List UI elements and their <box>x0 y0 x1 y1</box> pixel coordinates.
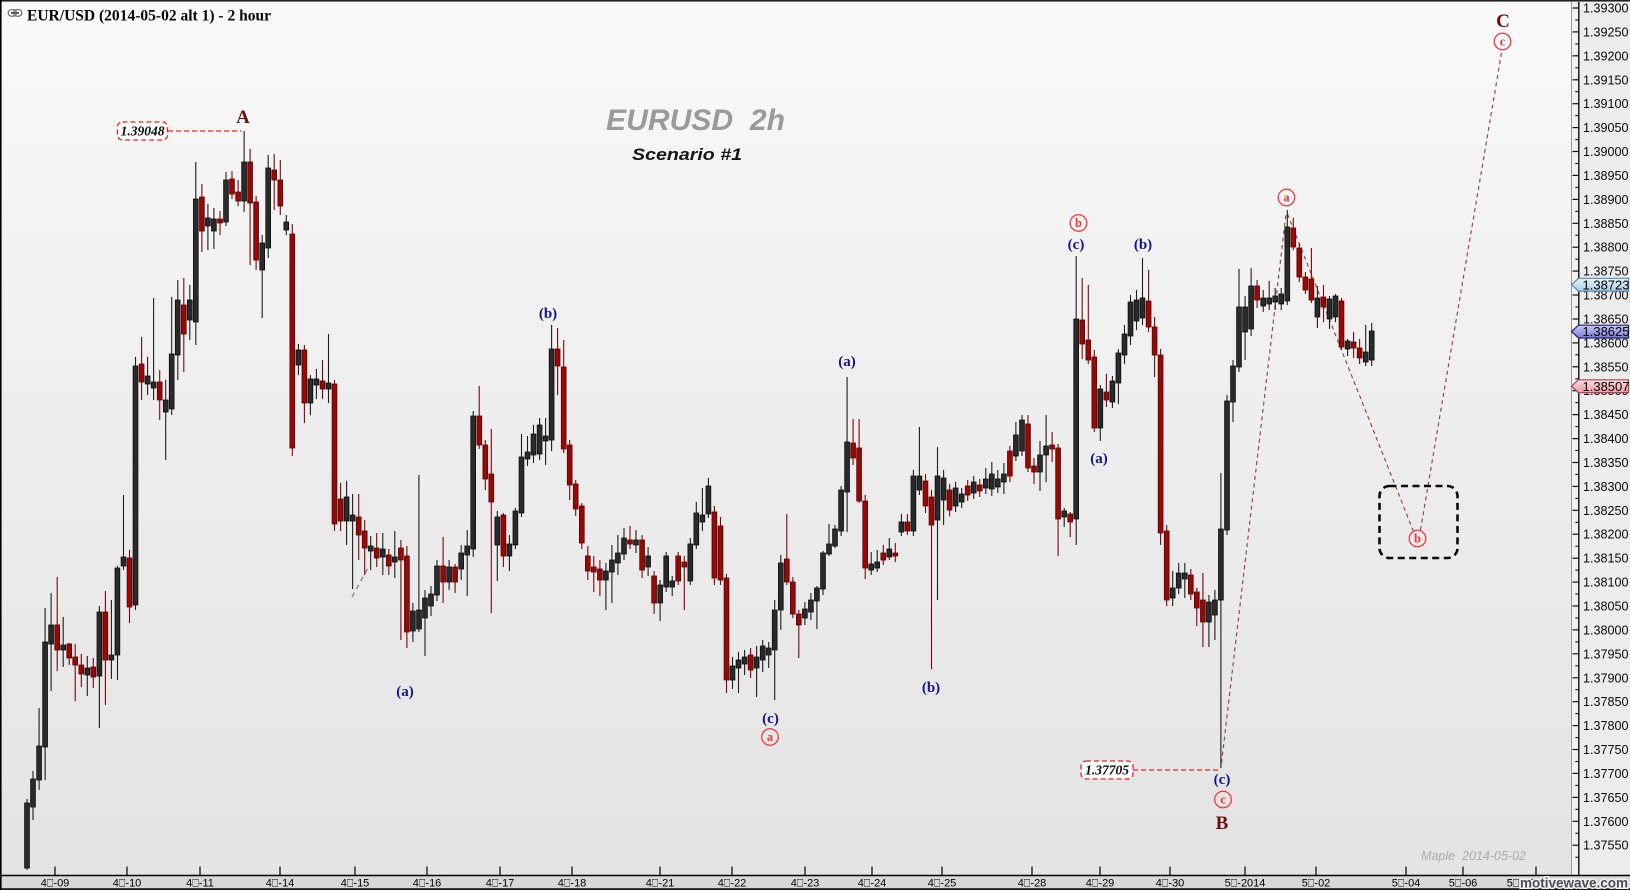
svg-text:5⎕-06: 5⎕-06 <box>1449 878 1478 890</box>
svg-text:c: c <box>1500 35 1506 49</box>
svg-text:1.39048: 1.39048 <box>121 124 165 139</box>
svg-text:4⎕-25: 4⎕-25 <box>928 878 957 890</box>
svg-text:1.38600: 1.38600 <box>1583 336 1629 350</box>
svg-text:1.38700: 1.38700 <box>1583 289 1629 303</box>
svg-text:1.37850: 1.37850 <box>1583 695 1629 709</box>
svg-text:4⎕-30: 4⎕-30 <box>1156 878 1185 890</box>
svg-text:1.38350: 1.38350 <box>1583 456 1629 470</box>
svg-text:(b): (b) <box>1134 237 1152 253</box>
svg-text:(c): (c) <box>762 711 779 727</box>
svg-text:(a): (a) <box>838 354 856 370</box>
svg-text:1.38625: 1.38625 <box>1583 324 1630 339</box>
svg-text:c: c <box>1220 793 1226 807</box>
svg-text:1.38250: 1.38250 <box>1583 504 1629 518</box>
svg-text:1.38300: 1.38300 <box>1583 480 1629 494</box>
svg-text:1.37550: 1.37550 <box>1583 839 1629 853</box>
svg-text:1.38550: 1.38550 <box>1583 360 1629 374</box>
svg-text:1.37750: 1.37750 <box>1583 743 1629 757</box>
svg-text:1.37700: 1.37700 <box>1583 767 1629 781</box>
svg-text:5⎕-08: 5⎕-08 <box>1507 878 1536 890</box>
svg-text:1.38900: 1.38900 <box>1583 193 1629 207</box>
svg-text:(b): (b) <box>922 680 940 696</box>
svg-text:1.37900: 1.37900 <box>1583 671 1629 685</box>
svg-text:1.38950: 1.38950 <box>1583 169 1629 183</box>
svg-text:4⎕-15: 4⎕-15 <box>341 878 370 890</box>
svg-text:(a): (a) <box>1090 451 1108 467</box>
svg-text:5⎕-2014: 5⎕-2014 <box>1225 878 1266 890</box>
svg-text:1.39100: 1.39100 <box>1583 97 1629 111</box>
svg-text:4⎕-10: 4⎕-10 <box>113 878 142 890</box>
svg-text:motivewave.com: motivewave.com <box>1520 876 1628 890</box>
svg-text:1.37800: 1.37800 <box>1583 719 1629 733</box>
svg-text:1.38200: 1.38200 <box>1583 528 1629 542</box>
svg-text:1.39250: 1.39250 <box>1583 25 1629 39</box>
svg-text:(c): (c) <box>1068 237 1085 253</box>
svg-text:5⎕-02: 5⎕-02 <box>1302 878 1331 890</box>
svg-text:5⎕-04: 5⎕-04 <box>1392 878 1421 890</box>
svg-text:1.37705: 1.37705 <box>1085 763 1129 778</box>
svg-text:1.38650: 1.38650 <box>1583 313 1629 327</box>
svg-text:b: b <box>1414 532 1421 546</box>
svg-text:1.39200: 1.39200 <box>1583 49 1629 63</box>
svg-text:EURUSD 2h: EURUSD 2h <box>606 104 785 137</box>
svg-text:4⎕-22: 4⎕-22 <box>718 878 747 890</box>
svg-text:1.39000: 1.39000 <box>1583 145 1629 159</box>
svg-text:b: b <box>1075 216 1082 230</box>
svg-text:a: a <box>1283 191 1290 205</box>
svg-text:1.38150: 1.38150 <box>1583 552 1629 566</box>
svg-text:EUR/USD (2014-05-02 alt 1) - 2: EUR/USD (2014-05-02 alt 1) - 2 hour <box>27 6 271 25</box>
svg-text:4⎕-11: 4⎕-11 <box>186 878 214 890</box>
svg-text:1.37600: 1.37600 <box>1583 815 1629 829</box>
svg-text:4⎕-23: 4⎕-23 <box>791 878 820 890</box>
svg-text:C: C <box>1496 11 1510 32</box>
svg-text:1.38050: 1.38050 <box>1583 600 1629 614</box>
svg-text:1.39150: 1.39150 <box>1583 73 1629 87</box>
svg-text:1.38100: 1.38100 <box>1583 576 1629 590</box>
svg-text:1.37650: 1.37650 <box>1583 791 1629 805</box>
svg-text:1.38507: 1.38507 <box>1583 379 1630 394</box>
svg-text:1.38800: 1.38800 <box>1583 241 1629 255</box>
svg-text:Scenario #1: Scenario #1 <box>632 145 742 164</box>
svg-text:1.38850: 1.38850 <box>1583 217 1629 231</box>
svg-text:B: B <box>1216 813 1229 834</box>
svg-text:1.38723: 1.38723 <box>1583 277 1630 292</box>
svg-text:1.37950: 1.37950 <box>1583 647 1629 661</box>
svg-text:4⎕-29: 4⎕-29 <box>1086 878 1115 890</box>
svg-text:a: a <box>767 730 774 744</box>
svg-text:4⎕-14: 4⎕-14 <box>266 878 295 890</box>
svg-text:1.38750: 1.38750 <box>1583 265 1629 279</box>
svg-text:4⎕-21: 4⎕-21 <box>646 878 675 890</box>
svg-text:(b): (b) <box>539 306 557 322</box>
svg-text:4⎕-17: 4⎕-17 <box>486 878 515 890</box>
svg-text:4⎕-24: 4⎕-24 <box>858 878 887 890</box>
svg-text:(a): (a) <box>396 684 414 700</box>
svg-text:1.38000: 1.38000 <box>1583 623 1629 637</box>
svg-text:Maple 2014-05-02: Maple 2014-05-02 <box>1421 849 1526 863</box>
svg-text:1.39300: 1.39300 <box>1583 2 1629 16</box>
svg-text:A: A <box>236 107 250 128</box>
svg-text:1.38450: 1.38450 <box>1583 408 1629 422</box>
svg-text:4⎕-18: 4⎕-18 <box>558 878 587 890</box>
svg-text:1.38400: 1.38400 <box>1583 432 1629 446</box>
svg-text:4⎕-09: 4⎕-09 <box>41 878 70 890</box>
svg-text:4⎕-28: 4⎕-28 <box>1018 878 1047 890</box>
svg-text:(c): (c) <box>1214 772 1231 788</box>
svg-text:4⎕-16: 4⎕-16 <box>413 878 442 890</box>
svg-text:1.39050: 1.39050 <box>1583 121 1629 135</box>
